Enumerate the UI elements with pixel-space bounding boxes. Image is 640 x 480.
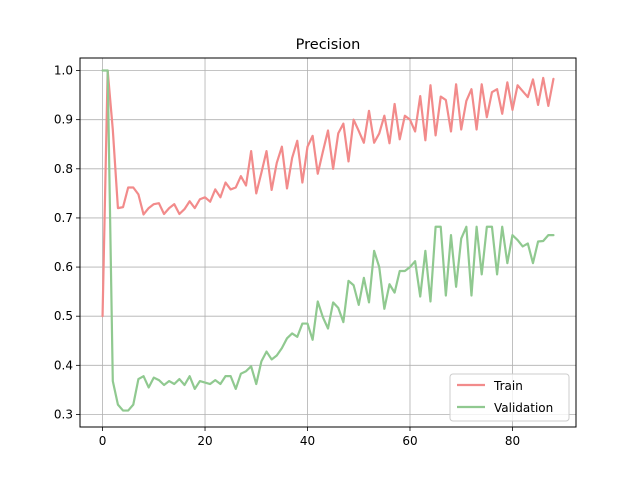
- y-tick-label: 0.5: [54, 309, 73, 323]
- y-tick-label: 0.8: [54, 162, 73, 176]
- x-tick-label: 20: [197, 434, 212, 448]
- y-tick-label: 0.7: [54, 211, 73, 225]
- y-tick-label: 0.9: [54, 113, 73, 127]
- legend-label-validation: Validation: [494, 401, 553, 415]
- y-axis-ticks: 0.3 0.4 0.5 0.6 0.7 0.8 0.9 1.0: [54, 64, 80, 421]
- y-tick-label: 0.4: [54, 358, 73, 372]
- series-line-validation: [101, 69, 555, 412]
- y-tick-label: 0.6: [54, 260, 73, 274]
- plot-frame: [79, 57, 577, 428]
- chart-title: Precision: [296, 37, 361, 53]
- series-line-train: [101, 69, 555, 318]
- legend: Train Validation: [449, 373, 570, 422]
- legend-label-train: Train: [493, 379, 523, 393]
- y-tick-label: 0.3: [54, 407, 73, 421]
- x-tick-label: 80: [505, 434, 520, 448]
- x-tick-label: 60: [402, 434, 417, 448]
- y-tick-label: 1.0: [54, 64, 73, 78]
- x-tick-label: 40: [300, 434, 315, 448]
- grid: [80, 58, 576, 427]
- x-tick-label: 0: [99, 434, 107, 448]
- x-axis-ticks: 0 20 40 60 80: [99, 427, 520, 448]
- series-layer: [101, 69, 555, 412]
